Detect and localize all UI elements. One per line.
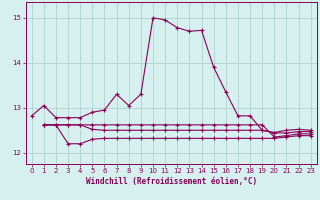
X-axis label: Windchill (Refroidissement éolien,°C): Windchill (Refroidissement éolien,°C) (86, 177, 257, 186)
